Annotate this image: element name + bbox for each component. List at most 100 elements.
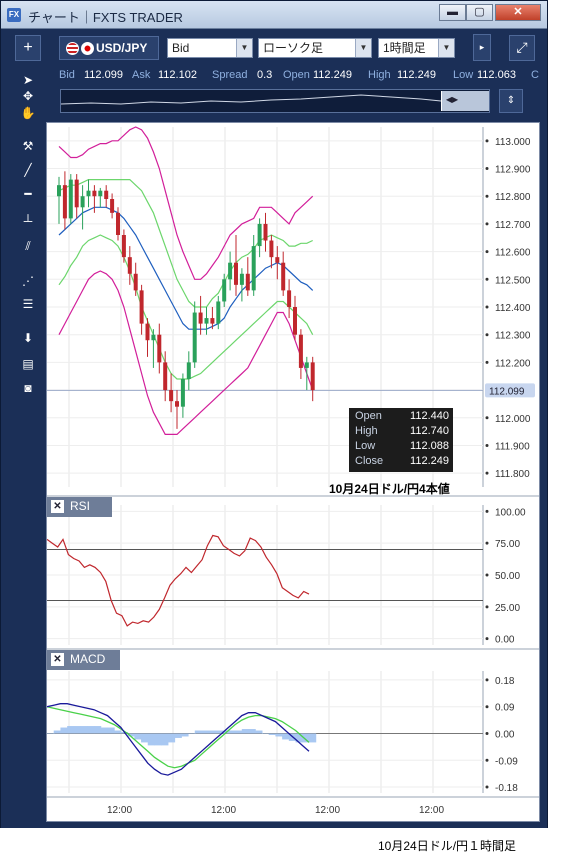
horizontal-line-icon[interactable]: ━ [24,187,32,201]
candle-body [287,290,292,307]
chart-area[interactable]: 113.000 112.900 112.800 112.700 112.600 112.5… [46,122,540,822]
lower-band-line [58,270,314,435]
candle-body [281,262,286,291]
expand-icon[interactable]: ⤢ [509,35,535,61]
title-bar[interactable]: FX チャート｜FXTS TRADER ▬ ▢ ✕ [1,1,547,29]
candle-body [251,246,256,291]
price-side-select[interactable]: Bid ▼ [167,38,253,58]
window-title: チャート｜FXTS TRADER [28,10,183,25]
tick-dot [485,443,489,447]
cursor-icon[interactable]: ➤ [22,73,34,87]
bid-label: Bid [59,69,75,81]
fibonacci-retracement-icon[interactable]: ☰ [22,297,34,311]
chart-navigator[interactable]: ◀▶ [60,89,490,113]
high-value: 112.249 [397,69,436,81]
price-pane-caption: 10月24日ドル/円4本値 [329,482,450,496]
ohlc-key: Close [355,455,384,467]
candle-body [80,196,85,208]
download-icon[interactable]: ⬇ [22,331,34,345]
hand-icon[interactable]: ✋ [20,106,36,120]
tick-dot [485,416,489,420]
candle-body [127,257,132,274]
candle-body [104,190,109,199]
y-tick-label: 113.000 [495,137,531,148]
chevron-down-icon: ▼ [236,39,252,57]
y-tick-label: 0.00 [495,729,515,740]
time-axis: 12:00 12:00 12:00 12:00 [47,796,539,816]
tick-dot [485,573,489,577]
macd-histogram-bar [228,730,236,734]
macd-histogram-bar [194,730,203,734]
candle-body [228,262,233,280]
ohlc-value: 112.740 [410,425,449,437]
ohlc-value: 112.088 [410,440,449,452]
macd-histogram-bar [188,733,196,734]
macd-histogram-bar [80,726,88,734]
tick-dot [485,277,489,281]
fibonacci-fan-icon[interactable]: ⋰ [22,274,34,288]
ohlc-key: Open [355,410,382,422]
candle-body [133,273,138,291]
candle-body [210,318,215,324]
y-tick-label: 112.800 [495,192,531,203]
chart-type-select[interactable]: ローソク足 ▼ [258,38,372,58]
crosshair-icon[interactable]: ✥ [22,89,34,103]
close-icon[interactable]: ✕ [51,500,64,513]
trendline-icon[interactable]: ╱ [24,163,32,177]
y-tick-label: 112.200 [495,358,531,369]
y-tick-label: 75.00 [495,539,520,550]
candle-body [86,190,91,197]
ask-value: 112.102 [158,69,197,81]
candle-body [216,301,221,324]
grip-icon[interactable]: ◀▶ [445,95,459,104]
chevron-down-icon: ▼ [438,39,454,57]
macd-histogram-bar [275,733,283,737]
y-tick-label: 112.600 [495,248,531,259]
candle-body [180,379,185,407]
parallel-channel-icon[interactable]: ⫽ [25,239,31,253]
close-icon[interactable]: ✕ [51,653,64,666]
magic-line-icon[interactable]: ⚒ [22,139,34,153]
navigator-sparkline [60,94,442,105]
timeframe-select[interactable]: 1時間足 ▼ [378,38,455,58]
ohlc-key: Low [355,440,376,452]
macd-histogram-bar [295,733,303,743]
tick-dot [485,194,489,198]
y-tick-label: 0.00 [495,635,515,646]
chart-canvas[interactable]: 113.000 112.900 112.800 112.700 112.600 112.5… [46,123,539,821]
candle-body [257,223,262,247]
candle-body [204,318,209,324]
upper-band-line [58,126,314,280]
vertical-line-icon[interactable]: ┴ [23,214,33,228]
macd-histogram-bar [134,733,142,740]
side-panel-button[interactable]: ▸ [473,34,491,61]
list-icon[interactable]: ▤ [22,357,34,371]
close-button[interactable]: ✕ [495,4,541,21]
navigator-handle[interactable]: ◀▶ [441,91,489,111]
ask-label: Ask [132,69,151,81]
maximize-button[interactable]: ▢ [466,4,493,21]
minimize-button[interactable]: ▬ [439,4,466,21]
current-price-label: 112.099 [489,386,525,397]
inner-lower-band-line [58,234,314,380]
rsi-line [46,534,310,627]
symbol-selector[interactable]: USD/JPY [59,36,159,60]
candle-body [275,257,280,263]
current-price-badge [485,383,535,398]
chevron-down-icon: ▼ [355,39,371,57]
macd-histogram-bar [147,733,155,746]
zoom-fit-icon[interactable]: ⇕ [499,89,523,113]
chart-type-value: ローソク足 [263,41,324,55]
low-value: 112.063 [477,69,516,81]
y-tick-label: 100.00 [495,507,526,518]
open-label: Open [283,69,310,81]
candle-body [239,273,244,285]
macd-histogram-bar [47,733,55,734]
y-tick-label: 112.400 [495,303,531,314]
macd-histogram-bar [114,730,122,734]
add-chart-button[interactable]: + [15,35,41,61]
camera-icon[interactable]: ◙ [24,381,32,395]
tick-dot [485,305,489,309]
candle-body [304,362,309,368]
macd-histogram-bar [221,730,229,734]
